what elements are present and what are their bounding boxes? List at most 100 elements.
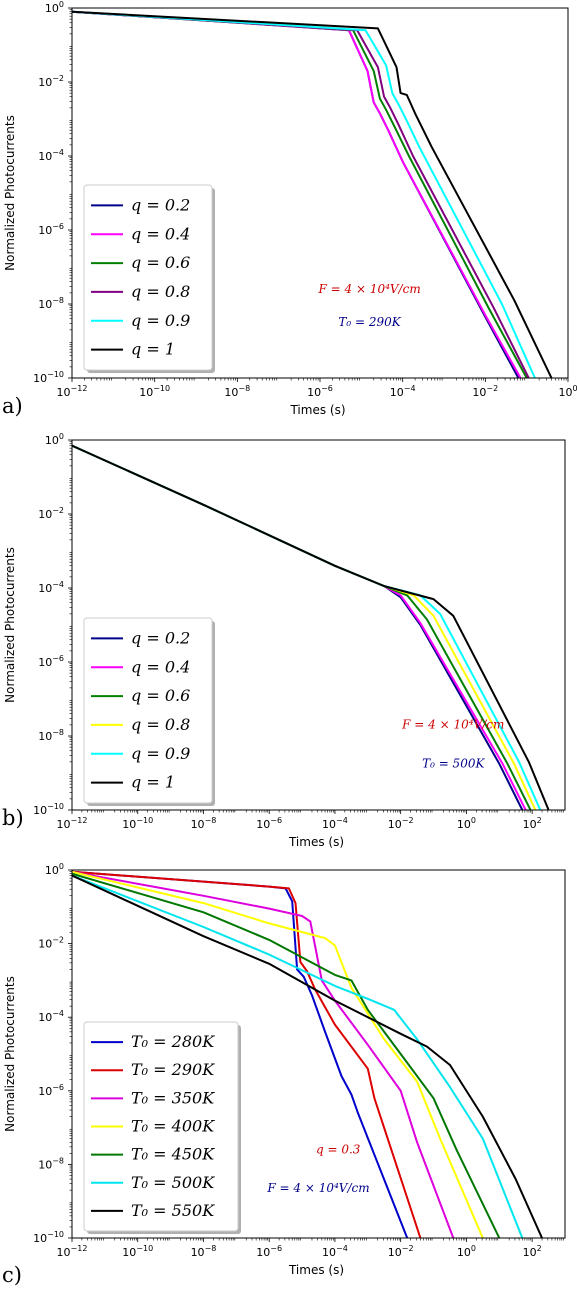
series-line-6 bbox=[72, 444, 550, 810]
series-group bbox=[72, 10, 553, 378]
legend-label: q = 0.8 bbox=[131, 715, 190, 734]
x-tick-label: 10−8 bbox=[224, 384, 250, 399]
legend-label: T₀ = 500K bbox=[131, 1173, 215, 1192]
x-tick-label: 100 bbox=[457, 1244, 476, 1259]
series-group bbox=[72, 444, 550, 810]
legend-label: q = 0.6 bbox=[131, 686, 190, 705]
x-tick-label: 102 bbox=[523, 1244, 542, 1259]
legend-label: q = 0.9 bbox=[131, 744, 190, 763]
series-line-6 bbox=[72, 874, 524, 1238]
y-tick-label: 100 bbox=[45, 0, 64, 15]
series-line-2 bbox=[72, 870, 422, 1238]
y-tick-label: 10−2 bbox=[38, 506, 64, 521]
legend-label: q = 0.8 bbox=[131, 282, 190, 301]
plot-frame bbox=[71, 869, 566, 1239]
series-line-7 bbox=[72, 874, 543, 1238]
y-tick-label: 100 bbox=[45, 432, 64, 447]
x-tick-label: 10−10 bbox=[139, 384, 170, 399]
series-group bbox=[72, 870, 543, 1238]
x-tick-label: 10−2 bbox=[472, 384, 498, 399]
x-tick-label: 10−8 bbox=[191, 816, 217, 831]
x-tick-label: 10−12 bbox=[57, 1244, 88, 1259]
x-tick-label: 10−6 bbox=[256, 816, 282, 831]
x-tick-label: 10−12 bbox=[57, 384, 88, 399]
legend-label: q = 0.6 bbox=[131, 253, 190, 272]
legend-label: q = 0.2 bbox=[131, 195, 190, 214]
y-tick-label: 10−8 bbox=[38, 296, 64, 311]
legend-label: T₀ = 350K bbox=[131, 1088, 215, 1107]
chart-panel-3: 10−12 10−10 10−8 10−6 10−4 10−2 100 10210−1010−… bbox=[2, 862, 566, 1287]
y-tick-label: 10−4 bbox=[38, 580, 64, 595]
legend-box bbox=[83, 617, 213, 804]
y-tick-label: 100 bbox=[45, 862, 64, 877]
x-tick-label: 10−4 bbox=[390, 384, 416, 399]
legend-label: T₀ = 400K bbox=[131, 1117, 215, 1136]
chart-panel-1: 10−12 10−10 10−8 10−6 10−4 10−2 10010−1010−810… bbox=[2, 0, 577, 418]
x-tick-label: 10−10 bbox=[122, 1244, 153, 1259]
y-tick-label: 10−10 bbox=[33, 1230, 64, 1245]
legend-label: q = 0.4 bbox=[131, 657, 190, 676]
legend-label: T₀ = 280K bbox=[131, 1032, 215, 1051]
panel-letter: c) bbox=[2, 1263, 22, 1287]
plot-frame bbox=[71, 439, 566, 811]
x-tick-label: 100 bbox=[457, 816, 476, 831]
legend-box bbox=[83, 1021, 239, 1232]
annotation-1: F = 4 × 10⁴V/cm bbox=[401, 718, 504, 732]
series-line-4 bbox=[72, 10, 530, 378]
x-tick-label: 10−10 bbox=[122, 816, 153, 831]
panel-letter: b) bbox=[2, 806, 24, 830]
series-line-6 bbox=[72, 10, 553, 378]
annotation-2: T₀ = 290K bbox=[338, 315, 401, 329]
x-tick-label: 10−12 bbox=[57, 816, 88, 831]
legend-box bbox=[83, 184, 213, 371]
panel-letter: a) bbox=[2, 394, 23, 418]
legend: T₀ = 280K T₀ = 290K T₀ = 350K T₀ = 400K T₀ =… bbox=[83, 1021, 241, 1234]
y-axis-label: Normalized Photocurrents bbox=[3, 115, 17, 271]
legend-label: q = 1 bbox=[131, 773, 175, 792]
annotation-1: F = 4 × 10⁴V/cm bbox=[317, 282, 420, 296]
legend-label: T₀ = 550K bbox=[131, 1201, 215, 1220]
x-tick-label: 100 bbox=[558, 384, 577, 399]
series-line-2 bbox=[72, 10, 522, 378]
legend-label: q = 0.2 bbox=[131, 628, 190, 647]
x-tick-label: 102 bbox=[523, 816, 542, 831]
x-tick-label: 10−2 bbox=[388, 1244, 414, 1259]
x-tick-label: 10−2 bbox=[388, 816, 414, 831]
legend-label: T₀ = 290K bbox=[131, 1060, 215, 1079]
legend: q = 0.2 q = 0.4 q = 0.6 q = 0.8 q = 0.9 q = 1 bbox=[83, 184, 215, 373]
legend-label: q = 0.9 bbox=[131, 311, 190, 330]
y-tick-label: 10−4 bbox=[38, 148, 64, 163]
annotation-2: F = 4 × 10⁴V/cm bbox=[266, 1181, 369, 1195]
annotation-2: T₀ = 500K bbox=[422, 756, 485, 770]
y-tick-label: 10−8 bbox=[38, 728, 64, 743]
x-tick-label: 10−8 bbox=[191, 1244, 217, 1259]
y-tick-label: 10−10 bbox=[33, 802, 64, 817]
y-tick-label: 10−6 bbox=[38, 1083, 64, 1098]
x-tick-label: 10−6 bbox=[307, 384, 333, 399]
legend-label: q = 1 bbox=[131, 340, 175, 359]
y-tick-label: 10−6 bbox=[38, 222, 64, 237]
legend: q = 0.2 q = 0.4 q = 0.6 q = 0.8 q = 0.9 q = 1 bbox=[83, 617, 215, 806]
annotation-1: q = 0.3 bbox=[316, 1142, 361, 1156]
series-line-4 bbox=[72, 870, 484, 1238]
x-tick-label: 10−4 bbox=[322, 1244, 348, 1259]
x-tick-label: 10−4 bbox=[322, 816, 348, 831]
y-tick-label: 10−6 bbox=[38, 654, 64, 669]
y-tick-label: 10−2 bbox=[38, 936, 64, 951]
y-axis-label: Normalized Photocurrents bbox=[3, 976, 17, 1132]
x-tick-label: 10−6 bbox=[256, 1244, 282, 1259]
series-line-3 bbox=[72, 10, 528, 378]
y-tick-label: 10−10 bbox=[33, 370, 64, 385]
y-tick-label: 10−2 bbox=[38, 74, 64, 89]
x-axis-label: Times (s) bbox=[289, 403, 345, 417]
legend-label: T₀ = 450K bbox=[131, 1145, 215, 1164]
x-axis-label: Times (s) bbox=[288, 1263, 344, 1277]
series-line-5 bbox=[72, 10, 536, 378]
y-axis-label: Normalized Photocurrents bbox=[3, 547, 17, 703]
y-tick-label: 10−8 bbox=[38, 1156, 64, 1171]
y-tick-label: 10−4 bbox=[38, 1009, 64, 1024]
x-axis-label: Times (s) bbox=[288, 835, 344, 849]
chart-panel-2: 10−12 10−10 10−8 10−6 10−4 10−2 100 10210−1010−… bbox=[2, 432, 566, 849]
legend-label: q = 0.4 bbox=[131, 224, 190, 243]
